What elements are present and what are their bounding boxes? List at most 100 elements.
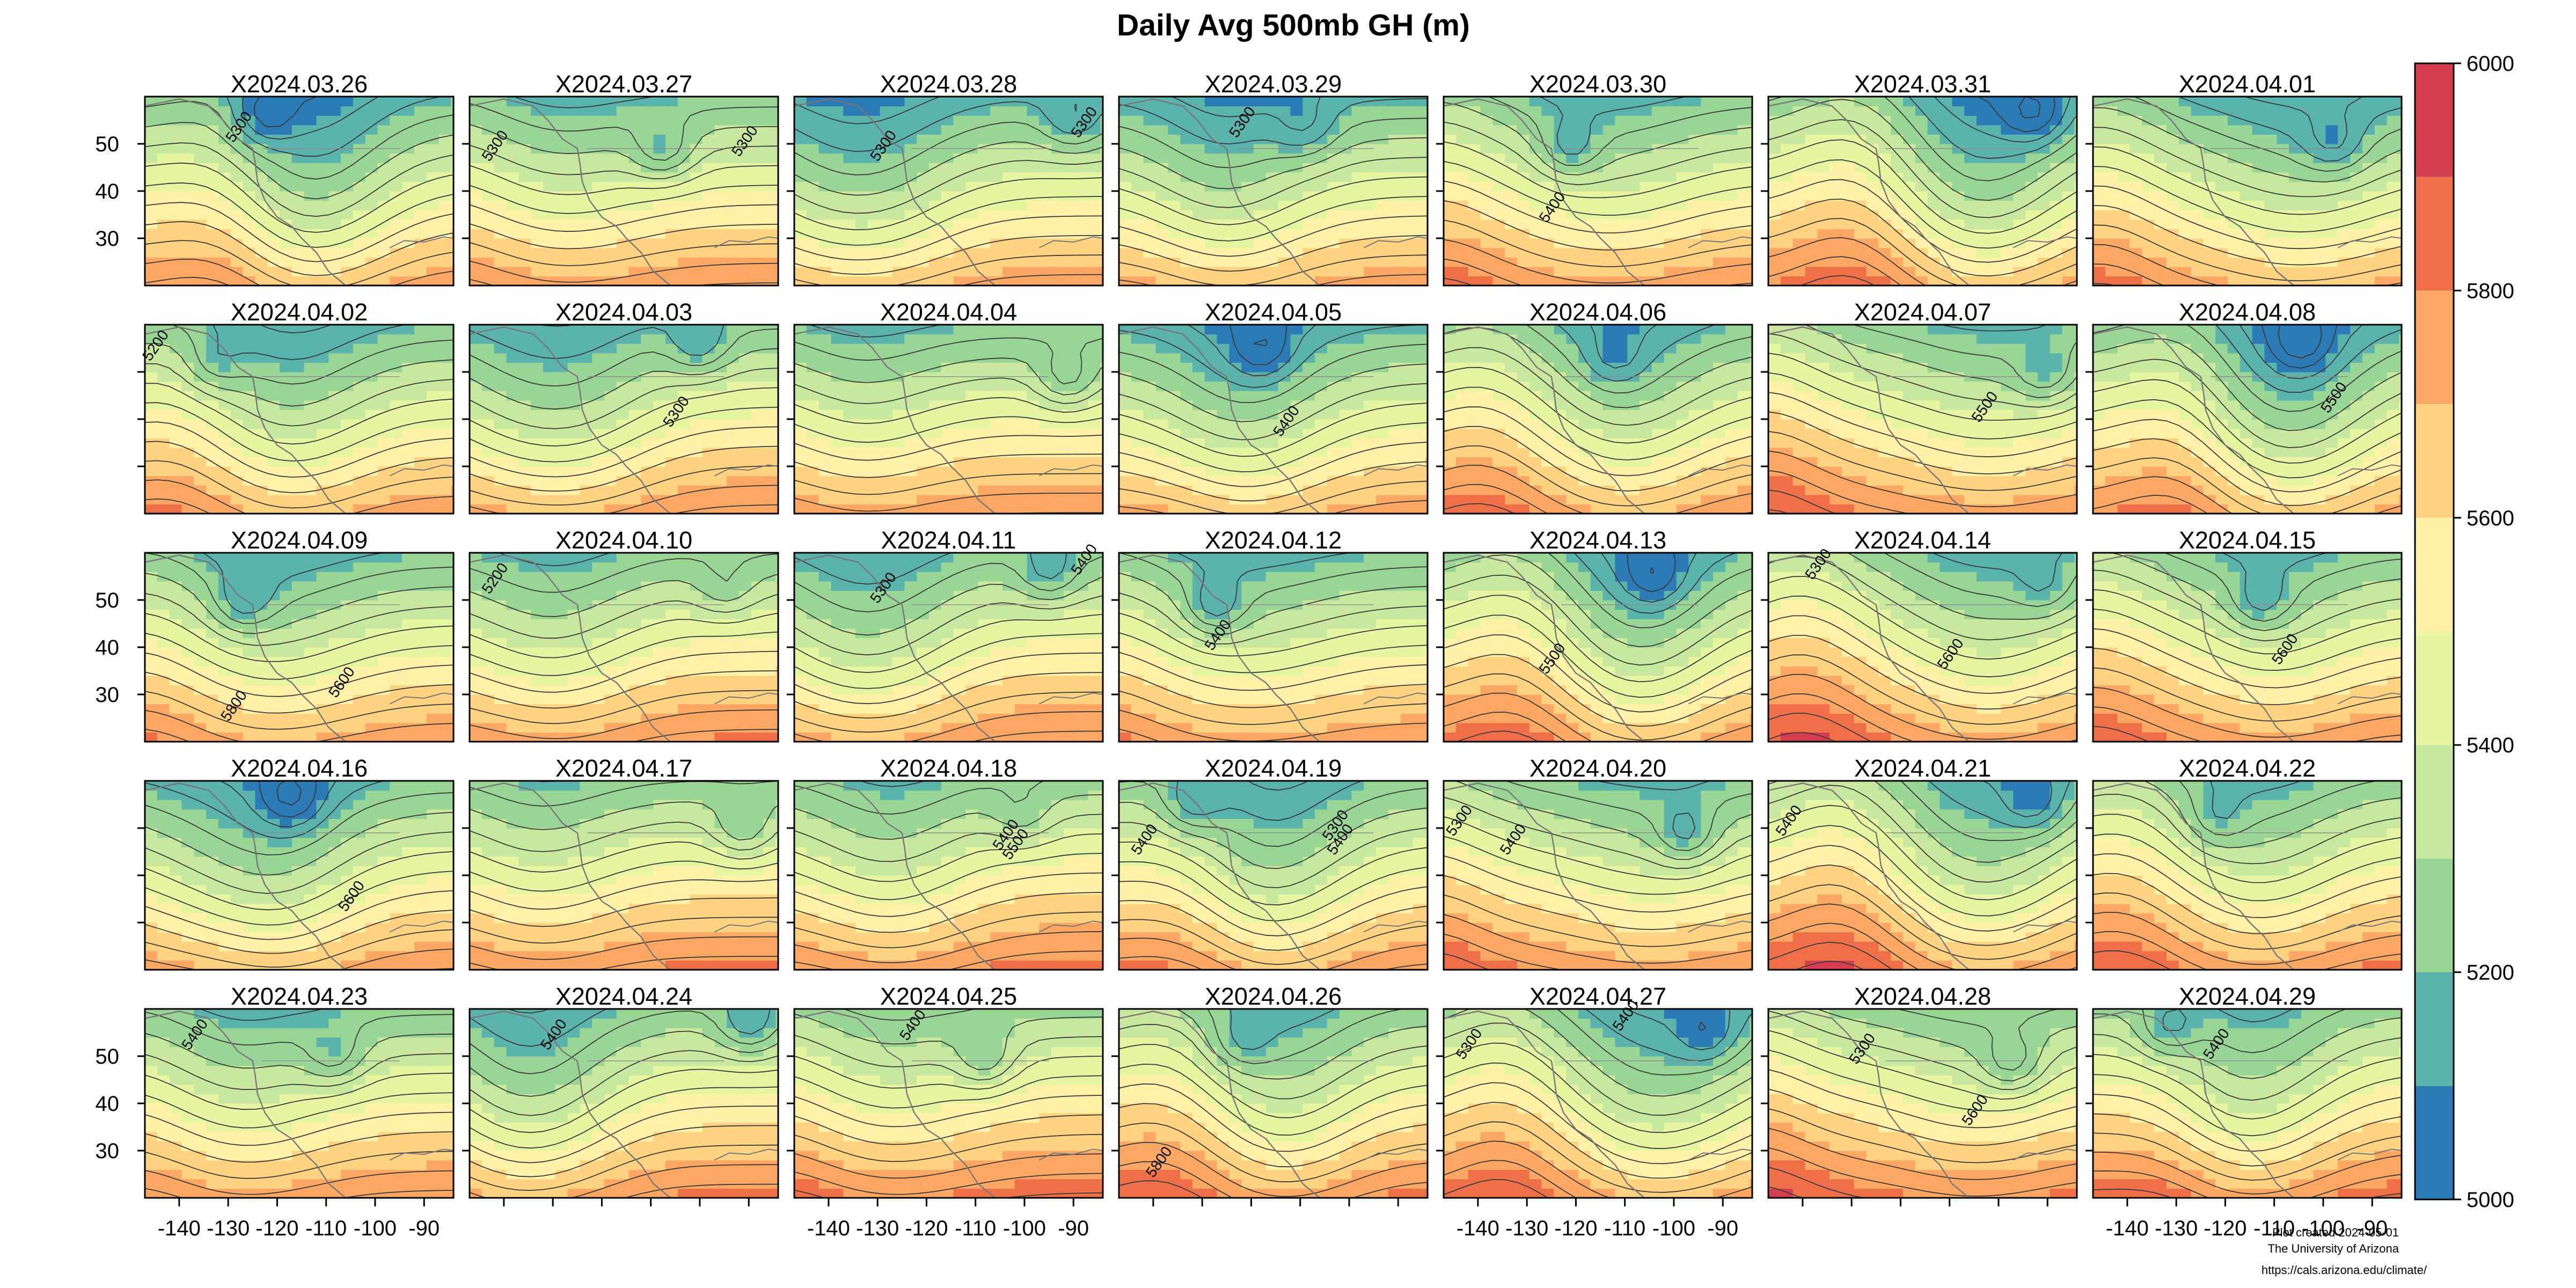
panel-title: X2024.03.26 bbox=[231, 70, 368, 98]
heat-cell bbox=[1327, 106, 1340, 116]
heat-cell bbox=[1168, 266, 1181, 276]
heat-cell bbox=[2001, 163, 2014, 173]
heat-cell bbox=[2252, 238, 2265, 248]
heat-cell bbox=[929, 457, 942, 467]
heat-cell bbox=[1100, 181, 1103, 192]
heat-cell bbox=[1425, 257, 1428, 267]
heat-cell bbox=[230, 153, 244, 163]
heat-cell bbox=[1841, 191, 1855, 201]
heat-cell bbox=[2301, 191, 2314, 201]
heat-cell bbox=[255, 125, 268, 135]
heat-cell bbox=[1805, 153, 1818, 163]
heat-cell bbox=[1688, 106, 1701, 116]
heat-cell bbox=[402, 485, 415, 495]
heat-cell bbox=[280, 257, 292, 267]
heat-cell bbox=[929, 238, 942, 248]
heat-cell bbox=[855, 428, 868, 438]
heat-cell bbox=[1964, 229, 1977, 239]
heat-cell bbox=[2325, 125, 2338, 135]
heat-cell bbox=[1064, 238, 1077, 248]
heat-cell bbox=[1002, 457, 1015, 467]
heat-cell bbox=[702, 362, 715, 372]
heat-cell bbox=[855, 438, 868, 448]
heat-cell bbox=[377, 438, 390, 448]
heat-cell bbox=[1988, 200, 2002, 210]
heat-cell bbox=[518, 247, 531, 258]
heat-cell bbox=[1737, 191, 1750, 201]
heat-cell bbox=[1676, 172, 1689, 182]
heat-cell bbox=[677, 276, 691, 286]
heat-cell bbox=[1891, 163, 1904, 173]
heat-cell bbox=[438, 485, 451, 495]
heat-cell bbox=[451, 144, 453, 154]
heat-cell bbox=[481, 447, 495, 457]
heat-cell bbox=[843, 153, 856, 163]
heat-cell bbox=[1002, 504, 1015, 514]
heat-cell bbox=[990, 504, 1003, 514]
heat-cell bbox=[1315, 181, 1328, 192]
heat-cell bbox=[739, 400, 752, 410]
heat-cell bbox=[714, 172, 727, 182]
heat-cell bbox=[653, 125, 666, 135]
heat-cell bbox=[194, 181, 207, 192]
heat-cell bbox=[1627, 115, 1640, 126]
heat-cell bbox=[1664, 247, 1677, 258]
heat-cell bbox=[1468, 229, 1481, 239]
heat-cell bbox=[2325, 134, 2338, 144]
heat-cell bbox=[1444, 134, 1457, 144]
heat-cell bbox=[451, 504, 453, 514]
gulf-coast bbox=[1688, 236, 1752, 248]
heat-cell bbox=[402, 391, 415, 401]
heat-cell bbox=[353, 153, 366, 163]
heat-cell bbox=[2387, 266, 2399, 276]
heat-cell bbox=[953, 163, 966, 173]
heat-cell bbox=[1891, 238, 1904, 248]
heat-cell bbox=[255, 391, 268, 401]
heat-cell bbox=[2387, 134, 2399, 144]
heat-cell bbox=[169, 428, 182, 438]
heat-cell bbox=[169, 257, 182, 267]
heat-cell bbox=[267, 238, 280, 248]
heat-cell bbox=[2252, 276, 2265, 286]
heat-cell bbox=[806, 447, 819, 457]
heat-cell bbox=[1351, 200, 1364, 210]
heat-cell bbox=[892, 191, 905, 201]
heat-cell bbox=[481, 494, 495, 504]
heat-cell bbox=[1640, 115, 1652, 126]
heat-cell bbox=[518, 106, 531, 116]
heat-cell bbox=[1327, 134, 1340, 144]
heat-cell bbox=[1640, 134, 1652, 144]
heat-cell bbox=[506, 163, 519, 173]
heat-cell bbox=[1841, 266, 1855, 276]
heat-cell bbox=[567, 457, 580, 467]
heat-cell bbox=[1413, 266, 1425, 276]
heat-cell bbox=[628, 466, 641, 477]
heat-cell bbox=[763, 97, 776, 107]
heat-cell bbox=[341, 504, 354, 514]
heat-cell bbox=[1039, 475, 1052, 486]
heat-cell bbox=[543, 266, 556, 276]
heat-cell bbox=[2350, 257, 2363, 267]
heat-cell bbox=[230, 485, 244, 495]
heat-cell bbox=[567, 219, 580, 229]
heat-cell bbox=[1725, 276, 1738, 286]
heat-cell bbox=[267, 163, 280, 173]
heat-cell bbox=[794, 200, 807, 210]
heat-cell bbox=[616, 466, 630, 477]
heat-cell bbox=[291, 181, 305, 192]
heat-cell bbox=[880, 144, 893, 154]
heat-cell bbox=[929, 97, 942, 107]
heat-cell bbox=[580, 200, 592, 210]
heat-cell bbox=[1204, 276, 1218, 286]
heat-cell bbox=[1492, 229, 1505, 239]
heat-cell bbox=[580, 276, 592, 286]
heat-cell bbox=[1254, 115, 1267, 126]
heat-cell bbox=[867, 504, 881, 514]
heat-cell bbox=[531, 391, 544, 401]
heat-cell bbox=[751, 475, 764, 486]
heat-cell bbox=[677, 191, 691, 201]
heat-cell bbox=[2013, 115, 2026, 126]
heat-cell bbox=[904, 238, 917, 248]
heat-cell bbox=[727, 457, 740, 467]
heat-cell bbox=[506, 144, 519, 154]
